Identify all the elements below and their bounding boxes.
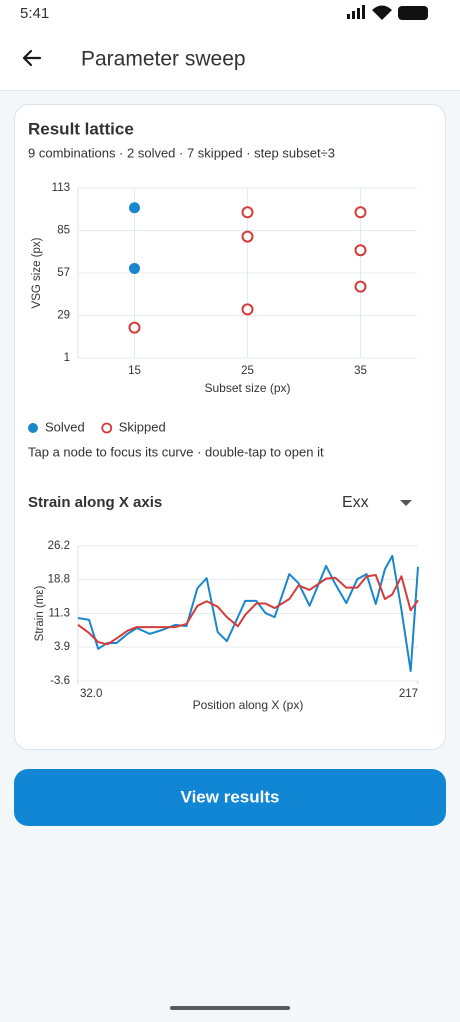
- card-subtitle: 9 combinations · 2 solved · 7 skipped · …: [28, 145, 335, 160]
- status-icons: [347, 5, 428, 20]
- wifi-icon: [372, 5, 392, 20]
- legend-label: Solved: [45, 419, 85, 434]
- x-tick-label: 15: [128, 365, 141, 377]
- legend-label: Skipped: [119, 419, 166, 434]
- data-point: [129, 202, 140, 214]
- x-tick-label: 25: [241, 365, 254, 377]
- y-tick-label: 85: [57, 225, 70, 237]
- y-axis-label: Strain (mε): [34, 586, 46, 642]
- selector-value: Exx: [342, 494, 369, 511]
- data-point: [241, 206, 254, 219]
- data-line: [77, 554, 419, 673]
- signal-bar: [352, 11, 355, 19]
- y-axis-label: VSG size (px): [31, 237, 43, 308]
- y-tick-label: -3.6: [50, 675, 70, 687]
- status-time: 5:41: [20, 5, 49, 22]
- app-bar: [0, 0, 460, 90]
- strain-chart: -3.6 3.9 11.3 18.8 26.2 32.0 217 Position along…: [34, 540, 419, 712]
- view-results-button[interactable]: View results: [14, 769, 446, 826]
- data-point: [354, 244, 367, 257]
- signal-bar: [357, 8, 360, 19]
- signal-bar: [362, 5, 365, 19]
- x-tick-label: 217: [399, 688, 418, 700]
- y-tick-label: 11.3: [48, 608, 70, 620]
- x-axis-label: Position along X (px): [193, 698, 304, 712]
- data-point: [128, 321, 141, 334]
- legend: Solved Skipped: [28, 419, 166, 434]
- button-label: View results: [181, 787, 280, 806]
- dropdown-arrow: [400, 500, 412, 506]
- back-button[interactable]: [22, 49, 42, 67]
- y-tick-label: 26.2: [48, 540, 70, 552]
- y-tick-label: 18.8: [48, 574, 70, 586]
- home-indicator: [170, 1006, 290, 1010]
- hint: Tap a node to focus its curve · double-t…: [28, 444, 324, 459]
- battery-icon: [398, 6, 428, 20]
- data-point: [354, 280, 367, 293]
- x-axis-label: Subset size (px): [204, 381, 290, 395]
- data-point: [241, 230, 254, 243]
- signal-bar: [347, 14, 350, 19]
- legend-marker: [101, 422, 113, 434]
- component-selector[interactable]: Exx: [342, 494, 412, 511]
- data-point: [129, 262, 140, 274]
- section-title: Strain along X axis: [28, 494, 162, 511]
- data-line: [77, 573, 419, 646]
- x-tick-label: 32.0: [80, 688, 102, 700]
- data-point: [241, 303, 254, 316]
- screen-title: Parameter sweep: [81, 48, 246, 71]
- lattice-chart: 1 29 57 85 113 15 25 35 Subset size (px) VSG size…: [31, 182, 417, 395]
- legend-marker: [28, 423, 38, 433]
- y-tick-label: 113: [52, 182, 70, 194]
- x-tick-label: 35: [354, 365, 367, 377]
- y-tick-label: 1: [64, 352, 70, 364]
- data-point: [354, 206, 367, 219]
- y-tick-label: 57: [57, 267, 70, 279]
- card-title: Result lattice: [28, 119, 134, 138]
- button-background: [14, 769, 446, 826]
- y-tick-label: 29: [57, 310, 70, 322]
- y-tick-label: 3.9: [54, 641, 70, 653]
